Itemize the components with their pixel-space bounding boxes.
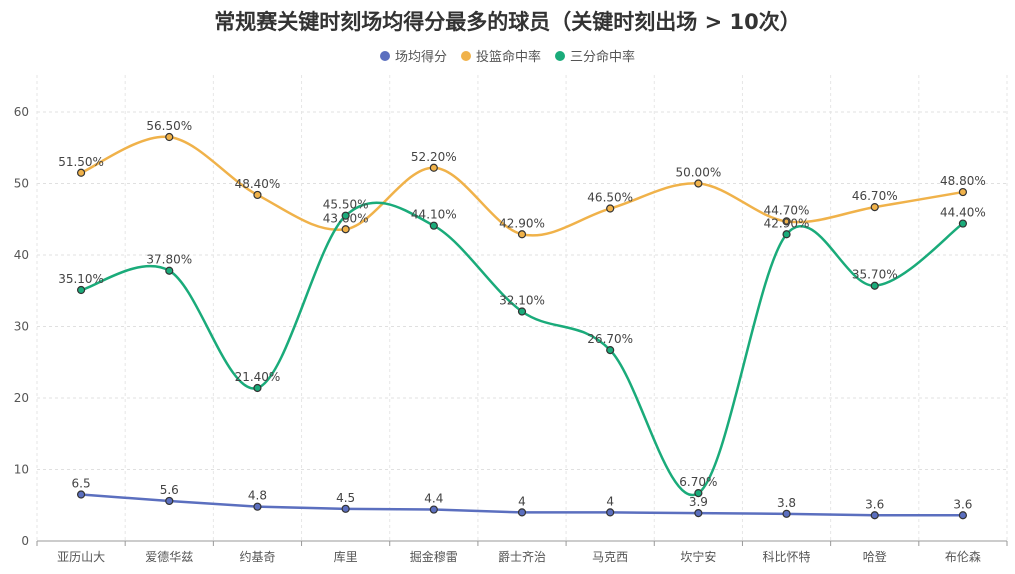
data-label-3p-pct: 35.10%: [58, 272, 104, 286]
data-point-points: [429, 505, 438, 514]
data-point-fg-pct: [517, 230, 527, 239]
x-tick-label: 布伦森: [945, 549, 981, 564]
data-label-fg-pct: 46.50%: [587, 191, 633, 205]
legend-label-points: 场均得分: [394, 50, 447, 65]
data-label-fg-pct: 52.20%: [411, 150, 457, 164]
chart-title: 常规赛关键时刻场均得分最多的球员（关键时刻出场 > 10次）: [214, 10, 801, 34]
legend-label-fg: 投篮命中率: [475, 50, 541, 65]
data-point-3p-pct: [341, 211, 350, 220]
data-label-3p-pct: 26.70%: [587, 332, 633, 346]
data-label-points: 6.5: [72, 477, 91, 491]
data-label-3p-pct: 21.40%: [235, 370, 281, 384]
x-tick-label: 爱德华兹: [145, 549, 193, 564]
data-label-fg-pct: 46.70%: [852, 189, 898, 203]
data-label-fg-pct: 44.70%: [764, 203, 810, 217]
data-point-fg-pct: [253, 190, 262, 200]
legend-swatch-fg: [460, 50, 471, 61]
y-tick-label: 20: [14, 391, 29, 405]
y-tick-label: 10: [14, 463, 29, 477]
data-point-fg-pct: [76, 168, 86, 177]
x-tick-label: 坎宁安: [680, 549, 716, 564]
data-label-points: 3.8: [777, 496, 796, 510]
data-point-points: [341, 504, 350, 513]
data-label-fg-pct: 51.50%: [58, 155, 104, 169]
data-point-3p-pct: [517, 307, 527, 316]
data-point-fg-pct: [429, 163, 438, 172]
data-point-points: [694, 509, 703, 518]
data-point-3p-pct: [958, 219, 968, 228]
series-line-3p-pct: [80, 201, 964, 497]
data-point-3p-pct: [606, 345, 615, 355]
x-tick-label: 亚历山大: [57, 550, 105, 564]
data-label-3p-pct: 6.70%: [679, 475, 717, 489]
x-tick-label: 库里: [334, 549, 358, 564]
data-label-3p-pct: 37.80%: [146, 253, 192, 267]
data-point-fg-pct: [341, 225, 350, 234]
data-point-fg-pct: [694, 179, 703, 188]
x-tick-label: 哈登: [863, 549, 887, 564]
data-point-points: [517, 508, 527, 517]
x-tick-label: 爵士齐治: [498, 549, 546, 564]
x-tick-label: 掘金穆雷: [410, 549, 458, 564]
data-label-points: 3.9: [689, 495, 708, 509]
legend-item-points[interactable]: 场均得分: [379, 46, 447, 65]
data-label-fg-pct: 56.50%: [146, 119, 192, 133]
data-point-fg-pct: [870, 202, 879, 212]
data-label-points: 3.6: [953, 497, 972, 511]
legend: 场均得分 投篮命中率 三分命中率: [0, 46, 1015, 65]
y-tick-label: 50: [14, 177, 29, 191]
data-point-fg-pct: [782, 217, 791, 226]
y-tick-label: 30: [14, 320, 29, 334]
data-point-points: [958, 511, 968, 520]
data-label-points: 5.6: [160, 483, 179, 497]
data-point-fg-pct: [165, 132, 174, 142]
data-label-3p-pct: 44.10%: [411, 208, 457, 222]
data-label-fg-pct: 42.90%: [499, 216, 545, 230]
legend-swatch-points: [379, 50, 390, 61]
data-point-points: [76, 490, 86, 499]
data-label-3p-pct: 32.10%: [499, 293, 545, 307]
data-point-fg-pct: [958, 187, 968, 197]
legend-item-3p[interactable]: 三分命中率: [555, 46, 635, 65]
data-label-points: 4.5: [336, 491, 355, 505]
data-point-fg-pct: [606, 204, 615, 213]
legend-swatch-3p: [555, 50, 565, 61]
x-tick-label: 科比怀特: [763, 549, 811, 564]
data-point-3p-pct: [76, 285, 86, 295]
data-label-points: 4: [606, 494, 614, 508]
data-point-3p-pct: [429, 221, 438, 230]
data-point-3p-pct: [253, 383, 262, 393]
data-point-points: [782, 509, 791, 518]
data-point-points: [253, 502, 262, 511]
series-line-fg-pct: [80, 135, 964, 237]
data-point-3p-pct: [782, 230, 791, 239]
data-label-3p-pct: 44.40%: [940, 206, 986, 220]
y-tick-label: 40: [14, 248, 29, 262]
data-label-3p-pct: 42.90%: [764, 216, 810, 230]
data-label-fg-pct: 50.00%: [675, 166, 721, 180]
data-point-3p-pct: [694, 488, 703, 498]
data-point-points: [606, 508, 615, 517]
legend-label-3p: 三分命中率: [570, 50, 636, 65]
data-label-3p-pct: 45.50%: [323, 198, 369, 212]
x-tick-label: 约基奇: [239, 549, 275, 564]
data-point-3p-pct: [870, 281, 879, 290]
legend-item-fg[interactable]: 投篮命中率: [460, 46, 541, 65]
data-label-fg-pct: 48.40%: [235, 177, 281, 191]
data-label-points: 3.6: [865, 497, 884, 511]
data-label-fg-pct: 48.80%: [940, 174, 986, 188]
data-label-3p-pct: 35.70%: [852, 268, 898, 282]
y-tick-label: 60: [14, 105, 29, 119]
data-point-3p-pct: [165, 266, 174, 275]
y-tick-label: 0: [21, 534, 29, 548]
data-label-points: 4.8: [248, 489, 267, 503]
x-tick-label: 马克西: [592, 550, 628, 564]
data-point-points: [165, 496, 174, 506]
data-point-points: [870, 511, 879, 520]
data-label-points: 4: [518, 494, 526, 508]
data-label-points: 4.4: [424, 492, 443, 506]
